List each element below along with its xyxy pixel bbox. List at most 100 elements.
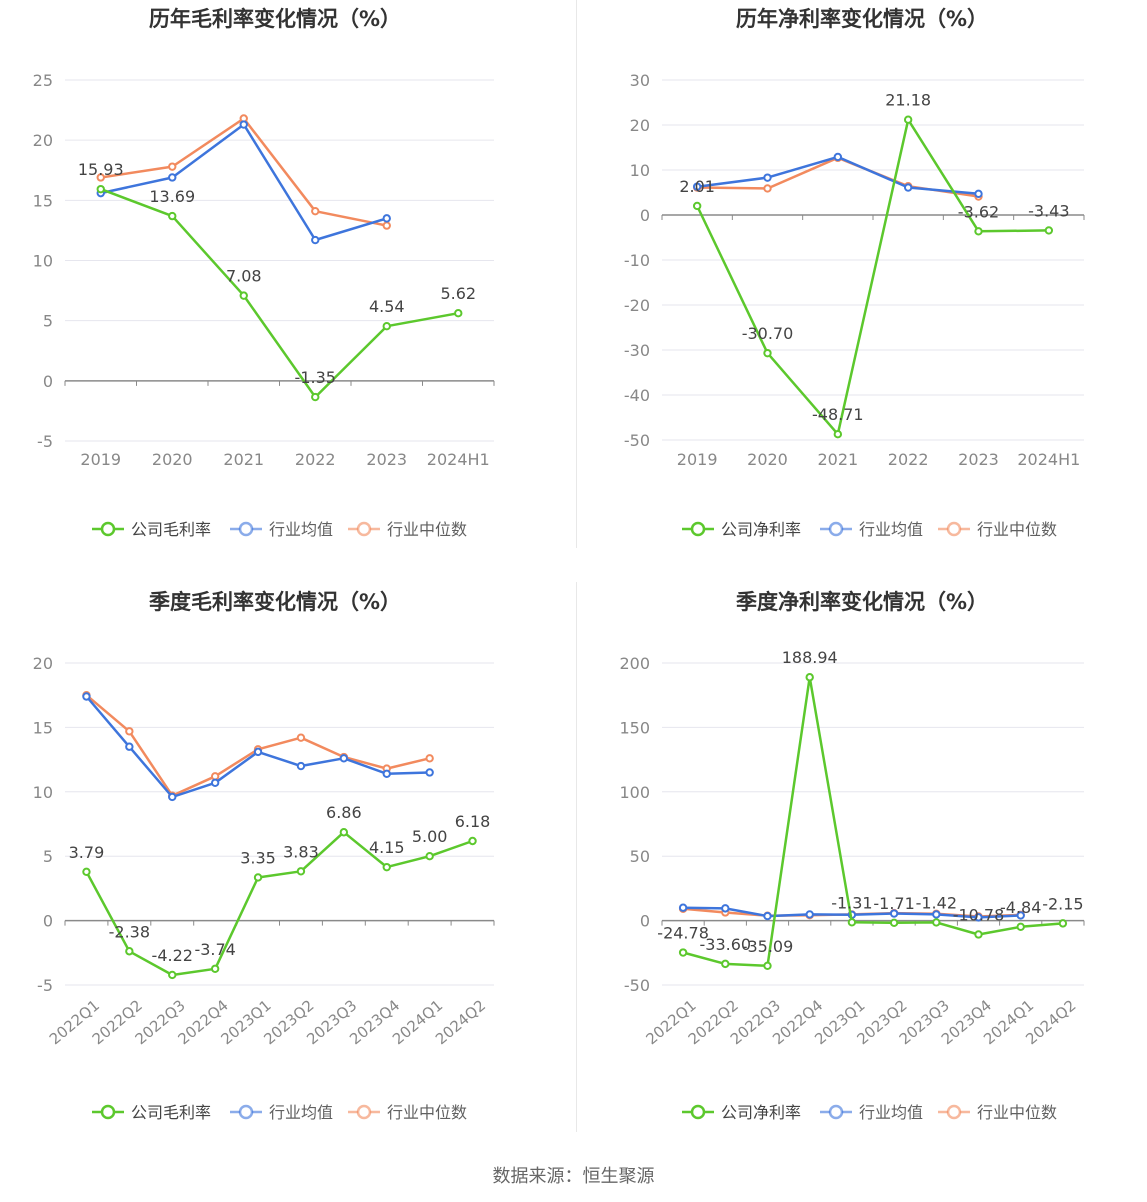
quarterly-net-margin-data-label: -2.15 [1042,894,1083,913]
annual-net-margin-median-point [763,184,772,193]
quarterly-gross-margin-legend: 公司毛利率 行业均值 行业中位数 [92,1103,467,1122]
annual-gross-margin-legend-avg-label: 行业均值 [269,520,333,539]
annual-gross-margin-company-point [311,392,320,402]
annual-net-margin-company-point [763,348,772,358]
annual-gross-margin-data-label: 13.69 [149,187,195,206]
quarterly-gross-margin-y-tick-label: 10 [33,783,53,802]
quarterly-gross-margin-company-line [85,830,474,977]
annual-net-margin-company-point [974,227,983,236]
annual-gross-margin-data-label: 7.08 [226,267,262,286]
quarterly-gross-margin-avg-point [253,747,263,757]
annual-gross-margin-median-point [311,206,320,216]
annual-net-margin-legend-company-label: 公司净利率 [721,520,801,539]
annual-gross-margin-median-line [100,117,388,227]
quarterly-gross-margin-median-point [425,754,434,763]
quarterly-net-margin-company-point [1016,922,1025,932]
quarterly-net-margin-data-label: -33.60 [700,935,752,954]
quarterly-gross-margin-data-label: 4.15 [369,838,405,857]
quarterly-net-margin-company-line [682,675,1064,968]
quarterly-net-margin-data-label: -1.71 [873,894,914,913]
quarterly-net-margin-company-point [932,918,941,927]
quarterly-net-margin-data-label: -1.42 [916,893,957,912]
annual-gross-margin-legend: 公司毛利率 行业均值 行业中位数 [92,520,467,539]
quarterly-gross-margin-avg-point [425,768,434,777]
annual-net-margin-x-tick-label: 2023 [958,450,999,469]
quarterly-net-margin-avg-point [932,910,941,919]
annual-net-margin-y-tick-label: -40 [624,386,650,405]
quarterly-gross-margin-company-point [425,852,434,861]
annual-net-margin-y-tick-label: 10 [630,161,650,180]
quarterly-net-margin-legend-median-swatch-dot [946,1104,962,1120]
quarterly-net-margin-legend-avg-label: 行业均值 [859,1103,923,1122]
annual-gross-margin-y-tick-label: -5 [37,432,53,451]
quarterly-gross-margin-company-point [210,964,220,973]
annual-gross-margin-legend-company-label: 公司毛利率 [131,520,211,539]
annual-gross-margin-y-tick-label: 20 [33,131,53,150]
quarterly-gross-margin-y-tick-label: 15 [33,718,53,737]
quarterly-gross-margin-y-tick-label: 20 [33,654,53,673]
annual-net-margin-company-point [833,429,843,439]
quarterly-gross-margin-median-point [296,733,306,742]
quarterly-gross-margin-avg-point [168,792,177,802]
annual-net-margin-y-tick-label: -50 [624,431,650,450]
quarterly-net-margin-avg-point [1016,911,1025,920]
quarterly-net-margin-data-label: -1.31 [831,893,872,912]
quarterly-net-margin-y-tick-label: 0 [640,912,650,931]
quarterly-gross-margin-y-tick-label: 0 [43,912,53,931]
annual-net-margin-company-point [1044,226,1054,235]
annual-net-margin-data-label: -48.71 [812,405,864,424]
annual-net-margin-x-tick-label: 2019 [677,450,718,469]
quarterly-gross-margin-legend-company-label: 公司毛利率 [131,1103,211,1122]
annual-gross-margin-median-point [96,173,105,182]
quarterly-gross-margin-company-point [125,947,134,956]
quarterly-gross-margin-company-point [168,970,177,980]
quarterly-net-margin-y-tick-label: 150 [619,718,650,737]
quarterly-net-margin-company-point [974,930,983,939]
vertical-divider-bottom [576,582,577,1132]
annual-gross-margin-legend-median-label: 行业中位数 [387,520,467,539]
annual-gross-margin-x-tick-label: 2024H1 [427,450,490,469]
vertical-divider-top [576,0,577,548]
annual-gross-margin-chart: 历年毛利率变化情况（%） -5 0 5 10 15 20 25 2019 2020 2021 2022… [33,7,495,539]
annual-gross-margin-company-point [96,184,105,194]
annual-gross-margin-y-tick-label: 15 [33,191,53,210]
quarterly-net-margin-y-tick-label: 50 [630,847,650,866]
quarterly-gross-margin-data-label: -3.74 [194,940,235,959]
annual-gross-margin-x-tick-label: 2023 [366,450,407,469]
annual-net-margin-legend-avg-label: 行业均值 [859,520,923,539]
annual-gross-margin-median-point [168,162,177,171]
annual-gross-margin-data-label: 15.93 [78,160,124,179]
annual-gross-margin-company-point [454,309,463,318]
annual-net-margin-avg-point [903,183,913,192]
annual-gross-margin-avg-point [168,173,177,182]
annual-net-margin-legend-median-swatch-dot [946,521,962,537]
quarterly-gross-margin-data-label: 5.00 [412,827,448,846]
quarterly-gross-margin-legend-company-swatch-dot [100,1104,116,1120]
quarterly-net-margin-data-label: -4.84 [1000,898,1041,917]
quarterly-net-margin-data-label: -10.78 [953,905,1005,924]
quarterly-net-margin-legend: 公司净利率 行业均值 行业中位数 [682,1103,1057,1122]
annual-gross-margin-y-tick-label: 10 [33,252,53,271]
annual-net-margin-company-point [692,201,702,211]
annual-net-margin-avg-point [692,182,702,191]
annual-net-margin-legend-company-swatch-dot [690,521,706,537]
quarterly-net-margin-avg-point [763,911,772,921]
quarterly-net-margin-legend-avg-swatch-dot [828,1104,844,1120]
quarterly-gross-margin-avg-point [210,778,220,787]
annual-net-margin-avg-point [833,152,843,162]
quarterly-gross-margin-avg-point [382,769,391,778]
annual-gross-margin-x-tick-label: 2021 [223,450,264,469]
quarterly-net-margin-company-point [678,948,688,957]
quarterly-gross-margin-company-point [382,862,391,872]
annual-net-margin-data-label: -3.62 [958,202,999,221]
quarterly-gross-margin-legend-median-swatch-dot [356,1104,372,1120]
quarterly-gross-margin-avg-point [296,761,306,771]
quarterly-net-margin-avg-point [721,904,730,913]
annual-gross-margin-legend-company-swatch-dot [100,521,116,537]
annual-gross-margin-data-label: 4.54 [369,297,405,316]
annual-net-margin-legend: 公司净利率 行业均值 行业中位数 [682,520,1057,539]
quarterly-net-margin-company-point [805,673,814,682]
annual-net-margin-title: 历年净利率变化情况（%） [736,7,988,31]
quarterly-net-margin-data-label: 188.94 [782,648,838,667]
